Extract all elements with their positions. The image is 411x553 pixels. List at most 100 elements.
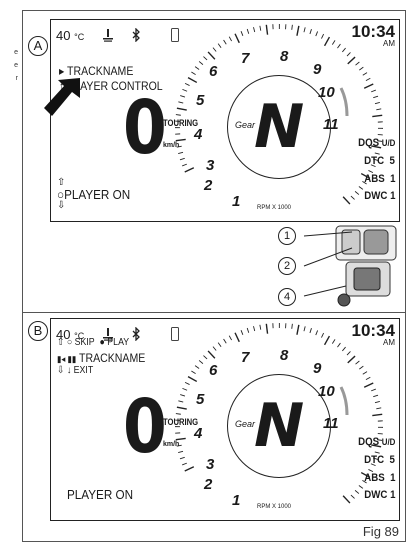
tach-tick bbox=[354, 191, 360, 195]
gear-indicator-ring bbox=[227, 374, 331, 478]
tach-tick bbox=[362, 479, 367, 484]
tach-tick bbox=[372, 413, 383, 417]
side-text-line: e bbox=[14, 62, 18, 69]
tach-tick bbox=[203, 355, 208, 360]
tach-tick bbox=[194, 365, 200, 369]
temperature-unit: °C bbox=[74, 32, 85, 42]
tach-number: 11 bbox=[323, 116, 339, 133]
tach-tick bbox=[175, 413, 181, 415]
handlebar-switch-illustration bbox=[335, 225, 397, 307]
tach-tick bbox=[376, 108, 382, 111]
tach-number: 8 bbox=[280, 48, 289, 65]
param-label: DWC bbox=[363, 489, 387, 501]
tach-tick bbox=[309, 328, 312, 334]
tach-tick bbox=[223, 39, 227, 45]
tach-number: 6 bbox=[209, 63, 218, 80]
tach-tick bbox=[358, 485, 364, 489]
tach-tick bbox=[377, 439, 383, 441]
player-status-label: PLAYER ON bbox=[64, 187, 131, 202]
rpm-scale-label: RPM X 1000 bbox=[257, 504, 292, 510]
exit-arrow-icon: ⇩ ↓ bbox=[57, 365, 72, 376]
tach-tick bbox=[228, 36, 233, 42]
tach-tick bbox=[234, 33, 240, 44]
callout-1: 1 bbox=[278, 227, 296, 245]
tach-tick bbox=[350, 195, 355, 200]
tach-tick bbox=[176, 107, 187, 111]
tach-tick bbox=[184, 466, 195, 472]
tach-tick bbox=[321, 332, 325, 338]
tach-tick bbox=[323, 335, 331, 346]
gear-value: N bbox=[254, 391, 305, 461]
tach-tick bbox=[303, 27, 306, 33]
tach-tick bbox=[360, 471, 371, 479]
play-dot-icon: ● bbox=[99, 337, 105, 348]
param-label: ABS bbox=[363, 173, 385, 185]
tach-number: 2 bbox=[204, 177, 213, 194]
tach-tick bbox=[207, 51, 216, 60]
tach-tick bbox=[203, 56, 208, 61]
menu-item-trackname[interactable]: ▸ TRACKNAME bbox=[59, 64, 133, 78]
tach-tick bbox=[179, 456, 185, 460]
tach-tick bbox=[178, 101, 184, 104]
tach-tick bbox=[371, 444, 382, 448]
dqs-readout: DQS U/D bbox=[358, 436, 395, 448]
param-label: DWC bbox=[363, 190, 387, 202]
tach-tick bbox=[363, 83, 374, 89]
tach-tick bbox=[315, 31, 319, 37]
tach-tick bbox=[374, 102, 380, 105]
coolant-thermometer-icon bbox=[103, 29, 113, 42]
param-value: U/D bbox=[381, 437, 395, 447]
dashboard-screen-b: 40 °C 10:34 AM ⇧ ○ SKIP ● PLAY ▮◂ ▮▮ TRAC… bbox=[50, 318, 400, 521]
tach-tick bbox=[362, 180, 367, 185]
param-value: 5 bbox=[389, 454, 395, 466]
menu-item-label: TRACKNAME bbox=[67, 64, 134, 78]
menu-item-player-control[interactable]: ↑ PLAYER CONTROL bbox=[59, 79, 163, 93]
tach-tick bbox=[373, 95, 379, 99]
control-trackname[interactable]: ▮◂ ▮▮ TRACKNAME bbox=[57, 351, 145, 365]
tach-tick bbox=[217, 342, 222, 347]
tach-tick bbox=[291, 24, 293, 30]
clock-ampm: AM bbox=[383, 338, 395, 347]
pause-icon: ▮◂ ▮▮ bbox=[57, 354, 77, 364]
tach-tick bbox=[337, 342, 341, 348]
bluetooth-icon bbox=[132, 327, 140, 341]
down-arrow-icon: ⇩ bbox=[57, 200, 66, 211]
tach-tick-marks bbox=[174, 322, 384, 504]
tach-tick bbox=[371, 89, 376, 93]
tach-number: 7 bbox=[241, 349, 250, 366]
param-label: ABS bbox=[363, 472, 385, 484]
tach-tick bbox=[182, 387, 188, 391]
tach-tick bbox=[342, 196, 351, 205]
param-label: DQS bbox=[357, 137, 379, 149]
tach-tick bbox=[331, 40, 336, 45]
tach-tick bbox=[217, 43, 222, 48]
tach-tick bbox=[373, 394, 379, 398]
tach-number: 11 bbox=[323, 415, 339, 432]
tach-tick bbox=[175, 114, 181, 116]
param-value: 1 bbox=[389, 190, 395, 202]
control-exit[interactable]: ⇩ ↓ EXIT bbox=[57, 365, 93, 376]
callout-leader-lines bbox=[303, 231, 353, 297]
tach-number: 5 bbox=[196, 391, 205, 408]
player-status: PLAYER ON bbox=[67, 487, 134, 502]
tach-tick bbox=[228, 335, 233, 341]
speed-unit: km/h bbox=[163, 142, 180, 149]
tach-tick bbox=[371, 145, 382, 149]
tach-number: 3 bbox=[206, 456, 215, 473]
tach-tick bbox=[323, 36, 331, 47]
dwc-readout: DWC 1 bbox=[364, 489, 395, 501]
tach-tick bbox=[346, 52, 351, 57]
tach-tick bbox=[198, 360, 204, 364]
tach-tick bbox=[207, 350, 216, 359]
tach-tick bbox=[303, 326, 306, 332]
tach-tick bbox=[187, 76, 198, 84]
temperature-unit: °C bbox=[74, 331, 85, 341]
control-skip-play[interactable]: ⇧ ○ SKIP ● PLAY bbox=[57, 337, 129, 348]
play-arrow-icon: ▸ bbox=[59, 64, 65, 78]
tach-tick bbox=[178, 151, 184, 154]
tach-tick bbox=[240, 31, 244, 36]
up-arrow-icon: ↑ bbox=[59, 79, 65, 93]
dashboard-screen-a: 40 °C 10:34 AM ▸ TRACKNAME ↑ PLAYER CONTR… bbox=[50, 19, 400, 222]
param-value: 5 bbox=[389, 155, 395, 167]
tach-tick bbox=[240, 330, 244, 335]
